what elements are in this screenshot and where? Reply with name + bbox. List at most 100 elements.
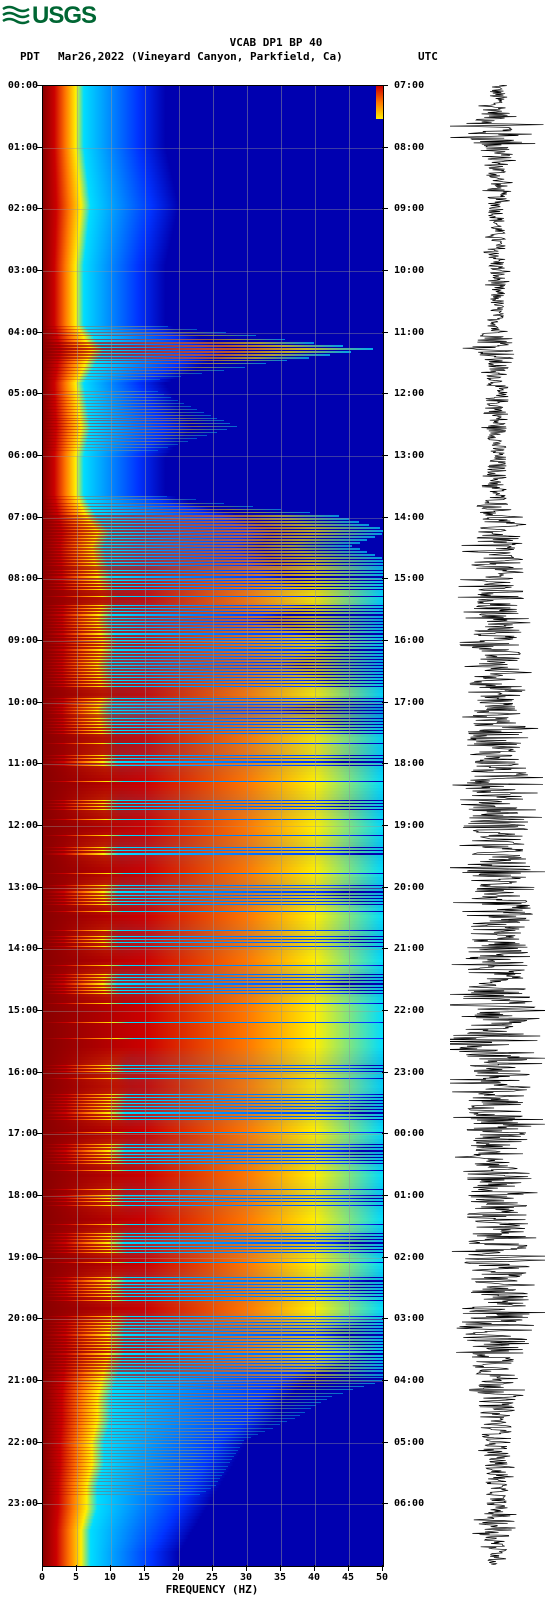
gridline-horizontal	[43, 333, 383, 334]
pdt-tick-label: 23:00	[2, 1498, 38, 1509]
seismic-event-line	[43, 403, 184, 404]
seismic-event-line	[43, 1494, 200, 1495]
seismic-event-line	[43, 1466, 228, 1467]
seismic-event-line	[43, 406, 191, 407]
utc-tick-label: 23:00	[394, 1067, 424, 1078]
seismic-event-line	[43, 438, 197, 439]
seismic-event-line	[43, 1399, 327, 1400]
seismic-event-line	[43, 354, 330, 356]
pdt-tick-label: 17:00	[2, 1128, 38, 1139]
tick-mark	[36, 1072, 42, 1073]
waveform-svg	[450, 85, 545, 1565]
gridline-horizontal	[43, 271, 383, 272]
usgs-logo: USGS	[2, 2, 96, 30]
seismic-event-line	[43, 335, 256, 336]
tick-mark	[382, 578, 388, 579]
seismic-event-line	[43, 1450, 238, 1451]
spectrogram-plot	[42, 85, 384, 1567]
tick-mark	[348, 1565, 349, 1571]
tick-mark	[36, 517, 42, 518]
pdt-tick-label: 02:00	[2, 203, 38, 214]
seismic-event-line	[43, 524, 369, 526]
pdt-tick-label: 14:00	[2, 943, 38, 954]
seismic-event-line	[43, 1418, 295, 1419]
seismic-event-line	[43, 360, 287, 361]
x-tick-label: 40	[304, 1572, 324, 1583]
tick-mark	[382, 1565, 383, 1571]
tick-mark	[178, 1565, 179, 1571]
seismic-event-line	[43, 326, 168, 327]
tick-mark	[382, 393, 388, 394]
seismic-event-line	[43, 1456, 234, 1457]
utc-tick-label: 17:00	[394, 697, 424, 708]
tick-mark	[36, 1195, 42, 1196]
gridline-horizontal	[43, 456, 383, 457]
gridline-horizontal	[43, 764, 383, 765]
tick-mark	[36, 1380, 42, 1381]
gridline-horizontal	[43, 518, 383, 519]
seismic-event-line	[43, 1472, 224, 1473]
seismic-event-line	[43, 426, 237, 427]
seismic-event-line	[43, 539, 367, 541]
x-axis-title: FREQUENCY (HZ)	[42, 1583, 382, 1596]
utc-tick-label: 08:00	[394, 142, 424, 153]
pdt-tick-label: 00:00	[2, 80, 38, 91]
x-tick-label: 20	[168, 1572, 188, 1583]
gridline-horizontal	[43, 1381, 383, 1382]
seismic-event-line	[43, 450, 158, 451]
gridline-horizontal	[43, 703, 383, 704]
seismic-event-line	[43, 1408, 311, 1409]
seismic-event-line	[43, 545, 352, 547]
gridline-horizontal	[43, 826, 383, 827]
tick-mark	[382, 1318, 388, 1319]
tick-mark	[36, 1503, 42, 1504]
tick-mark	[382, 887, 388, 888]
seismic-event-line	[43, 357, 309, 359]
seismic-event-line	[43, 348, 373, 350]
seismic-event-line	[43, 527, 380, 529]
pdt-tick-label: 05:00	[2, 388, 38, 399]
tick-mark	[382, 1503, 388, 1504]
seismic-event-line	[43, 418, 217, 419]
tick-mark	[382, 332, 388, 333]
x-tick-label: 45	[338, 1572, 358, 1583]
utc-tick-label: 22:00	[394, 1005, 424, 1016]
seismic-event-line	[43, 397, 171, 398]
x-tick-label: 35	[270, 1572, 290, 1583]
wave-icon	[2, 3, 30, 29]
seismic-event-line	[43, 1453, 236, 1454]
seismic-event-line	[43, 554, 375, 556]
tick-mark	[110, 1565, 111, 1571]
utc-tick-label: 04:00	[394, 1375, 424, 1386]
pdt-tick-label: 18:00	[2, 1190, 38, 1201]
tick-mark	[382, 270, 388, 271]
tick-mark	[36, 332, 42, 333]
seismic-event-line	[43, 521, 359, 523]
pdt-tick-label: 19:00	[2, 1252, 38, 1263]
seismic-event-line	[43, 391, 158, 392]
x-tick-label: 30	[236, 1572, 256, 1583]
tick-mark	[246, 1565, 247, 1571]
gridline-horizontal	[43, 394, 383, 395]
tick-mark	[382, 517, 388, 518]
seismic-event-line	[43, 1491, 206, 1492]
gridline-horizontal	[43, 1504, 383, 1505]
tick-mark	[382, 1442, 388, 1443]
seismic-event-line	[43, 536, 375, 538]
tick-mark	[382, 763, 388, 764]
seismic-event-line	[43, 1478, 220, 1479]
pdt-tick-label: 07:00	[2, 512, 38, 523]
tick-mark	[36, 825, 42, 826]
seismic-event-line	[43, 1462, 230, 1463]
utc-tick-label: 01:00	[394, 1190, 424, 1201]
tick-mark	[212, 1565, 213, 1571]
gridline-horizontal	[43, 1258, 383, 1259]
date-label: Mar26,2022 (Vineyard Canyon, Parkfield, …	[58, 50, 343, 63]
seismic-event-line	[43, 1434, 258, 1435]
waveform-plot	[450, 85, 545, 1565]
seismic-event-line	[43, 345, 343, 347]
tick-mark	[382, 1072, 388, 1073]
seismic-event-line	[43, 499, 196, 500]
pdt-tick-label: 06:00	[2, 450, 38, 461]
x-tick-label: 5	[66, 1572, 86, 1583]
